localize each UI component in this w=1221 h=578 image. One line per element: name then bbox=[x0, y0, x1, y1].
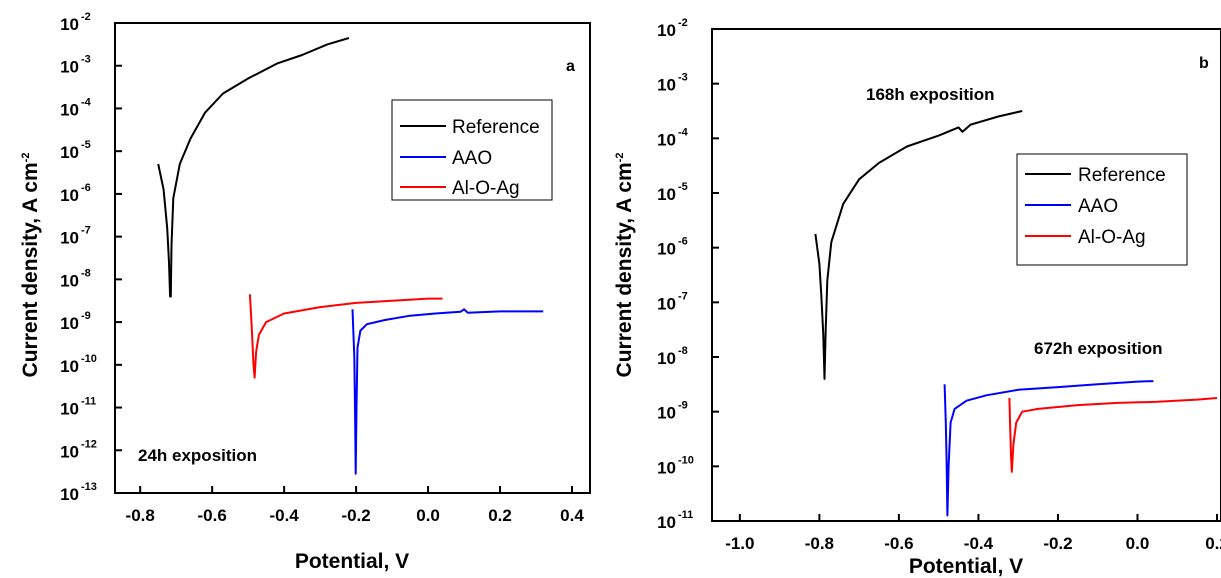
chart-a-y-tick-exponent: -5 bbox=[81, 139, 91, 151]
chart-a-panel-label: a bbox=[566, 58, 575, 75]
chart-b-legend-al-o-ag: Al-O-Ag bbox=[1078, 227, 1146, 248]
chart-b-y-ticks: 10-210-310-410-510-610-710-810-910 -1010-… bbox=[657, 17, 719, 532]
chart-b-x-tick-label: -0.2 bbox=[1043, 534, 1072, 553]
chart-b-x-tick-label: 0.0 bbox=[1126, 534, 1150, 553]
chart-a-x-tick-label: 0.0 bbox=[416, 506, 440, 525]
chart-a-y-tick-label: 10 bbox=[60, 186, 79, 205]
chart-a-y-tick-label: 10 bbox=[60, 271, 79, 290]
chart-a-series bbox=[157, 37, 544, 475]
chart-a-legend: Reference AAO Al-O-Ag bbox=[391, 99, 553, 201]
chart-a: -0.8 -0.6 -0.4 -0.2 0.0 0.2 0.4 10-210-310-410… bbox=[19, 11, 591, 573]
chart-b-y-tick-label: 10 bbox=[657, 294, 676, 313]
chart-a-y-tick-exponent: -8 bbox=[81, 267, 91, 279]
chart-a-plot-frame bbox=[114, 22, 591, 494]
chart-a-x-tick-label: -0.2 bbox=[341, 506, 370, 525]
chart-b-y-tick-exponent: -8 bbox=[678, 345, 688, 357]
chart-b-y-tick-label: 10 bbox=[657, 404, 676, 423]
chart-b-annotation-672h: 672h exposition bbox=[1034, 339, 1162, 358]
chart-b-x-tick-label: -0.8 bbox=[805, 534, 834, 553]
chart-a-y-tick-exponent: -10 bbox=[81, 353, 97, 365]
chart-b-y-tick-label: 10 bbox=[657, 21, 676, 40]
chart-b-y-tick-exponent: -10 bbox=[678, 454, 694, 466]
chart-a-x-tick-label: -0.8 bbox=[126, 506, 155, 525]
chart-a-legend-reference: Reference bbox=[452, 117, 540, 138]
chart-a-y-tick-label: 10 bbox=[60, 485, 79, 504]
chart-a-y-tick-label: 10 bbox=[60, 100, 79, 119]
chart-b-y-tick-exponent: -9 bbox=[678, 400, 688, 412]
chart-a-x-tick-label: 0.4 bbox=[560, 506, 584, 525]
chart-b-y-tick-label: 10 bbox=[657, 130, 676, 149]
chart-b-y-tick-exponent: -3 bbox=[678, 72, 688, 84]
chart-a-x-ticks: -0.8 -0.6 -0.4 -0.2 0.0 0.2 0.4 bbox=[126, 486, 584, 525]
chart-b-y-axis-label: Current density, A cm-2 bbox=[613, 153, 636, 378]
chart-a-y-tick-label: 10 bbox=[60, 442, 79, 461]
chart-a-y-axis-label: Current density, A cm-2 bbox=[19, 153, 42, 378]
chart-a-y-tick-exponent: -3 bbox=[81, 54, 91, 66]
chart-a-y-tick-exponent: -12 bbox=[81, 438, 97, 450]
chart-b-plot-frame bbox=[711, 28, 1221, 522]
chart-a-series-aao bbox=[351, 308, 544, 475]
chart-b-series-reference bbox=[814, 110, 1023, 380]
chart-a-y-tick-label: 10 bbox=[60, 143, 79, 162]
chart-b: -1.0-0.8-0.6-0.4-0.20.00.2 10-210-310-41… bbox=[613, 17, 1221, 578]
chart-a-y-tick-exponent: -9 bbox=[81, 310, 91, 322]
chart-b-panel-label: b bbox=[1199, 55, 1209, 72]
chart-b-y-tick-exponent: -5 bbox=[678, 181, 688, 193]
chart-a-y-tick-exponent: -7 bbox=[81, 225, 91, 237]
chart-b-y-tick-label: 10 bbox=[657, 349, 676, 368]
chart-b-legend: Reference AAO Al-O-Ag bbox=[1016, 153, 1188, 266]
chart-b-x-ticks: -1.0 -0.8 -0.6 -0.4 -0.2 0.0 0.2 bbox=[725, 514, 1221, 553]
chart-b-y-tick-exponent: -4 bbox=[678, 126, 689, 138]
chart-a-series-al-o-ag bbox=[248, 294, 443, 379]
chart-a-y-tick-exponent: -4 bbox=[81, 96, 92, 108]
chart-b-annotation-168h: 168h exposition bbox=[866, 85, 994, 104]
chart-a-y-tick-label: 10 bbox=[60, 400, 79, 419]
chart-a-x-tick-label: -0.6 bbox=[198, 506, 227, 525]
chart-a-y-tick-label: 10 bbox=[60, 314, 79, 333]
chart-b-y-tick-label: 10 bbox=[657, 76, 676, 95]
chart-a-x-axis-label: Potential, V bbox=[295, 550, 409, 573]
chart-b-y-tick-label: 10 bbox=[657, 513, 676, 532]
chart-b-legend-box bbox=[1016, 153, 1188, 266]
chart-a-y-tick-exponent: -11 bbox=[81, 396, 96, 408]
chart-b-y-tick-exponent: -7 bbox=[678, 290, 688, 302]
chart-a-y-tick-exponent: -6 bbox=[81, 182, 91, 194]
chart-b-y-tick-exponent: -6 bbox=[678, 236, 688, 248]
chart-b-x-tick-label: 0.2 bbox=[1205, 534, 1221, 553]
chart-b-series-aao bbox=[943, 380, 1154, 517]
chart-b-legend-reference: Reference bbox=[1078, 165, 1166, 186]
chart-a-series-reference bbox=[157, 37, 350, 298]
chart-a-y-ticks: 10-210-310-410-510-610-710-810-910 -1010-… bbox=[60, 11, 122, 504]
chart-b-series-al-o-ag bbox=[1008, 397, 1218, 473]
chart-b-y-tick-exponent: -2 bbox=[678, 17, 688, 29]
chart-b-y-tick-label: 10 bbox=[657, 185, 676, 204]
chart-a-y-tick-label: 10 bbox=[60, 229, 79, 248]
chart-b-y-tick-exponent: -11 bbox=[678, 509, 693, 521]
chart-a-legend-al-o-ag: Al-O-Ag bbox=[452, 178, 520, 199]
chart-a-y-tick-label: 10 bbox=[60, 15, 79, 34]
chart-b-y-tick-label: 10 bbox=[657, 458, 676, 477]
chart-a-legend-box bbox=[391, 99, 553, 201]
chart-b-legend-aao: AAO bbox=[1078, 196, 1118, 217]
chart-a-annotation: 24h exposition bbox=[138, 446, 257, 465]
chart-b-x-tick-label: -0.6 bbox=[884, 534, 913, 553]
chart-a-y-tick-label: 10 bbox=[60, 357, 79, 376]
chart-a-legend-aao: AAO bbox=[452, 148, 492, 169]
chart-b-series bbox=[814, 110, 1218, 517]
chart-a-y-tick-label: 10 bbox=[60, 58, 79, 77]
chart-b-x-tick-label: -1.0 bbox=[725, 534, 754, 553]
chart-b-x-axis-label: Potential, V bbox=[909, 555, 1023, 578]
chart-b-x-tick-label: -0.4 bbox=[964, 534, 994, 553]
chart-a-x-tick-label: 0.2 bbox=[488, 506, 512, 525]
chart-a-x-tick-label: -0.4 bbox=[269, 506, 299, 525]
chart-a-y-tick-exponent: -2 bbox=[81, 11, 91, 23]
chart-a-y-tick-exponent: -13 bbox=[81, 481, 97, 493]
chart-b-y-tick-label: 10 bbox=[657, 240, 676, 259]
